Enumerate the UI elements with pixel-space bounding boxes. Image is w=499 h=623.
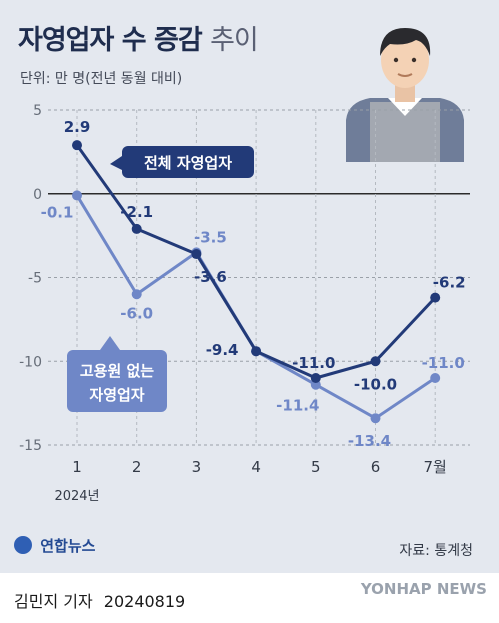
x-tick-label: 5 — [311, 458, 321, 476]
data-label: 2.9 — [64, 118, 91, 136]
reporter-name: 김민지 기자 — [14, 592, 93, 611]
agency-watermark: YONHAP NEWS — [360, 580, 487, 598]
data-label: -11.0 — [422, 354, 465, 372]
data-label: -3.6 — [194, 268, 227, 286]
data-point — [131, 289, 142, 300]
data-point — [430, 373, 441, 383]
worker-hair — [380, 28, 431, 56]
y-tick-label: 5 — [33, 103, 42, 119]
legend-callout-no-employee-pointer — [100, 336, 120, 350]
x-tick-label: 6 — [371, 458, 381, 476]
worker-collar — [388, 98, 422, 116]
legend-label-total: 전체 자영업자 — [144, 154, 232, 172]
infographic-card: 자영업자 수 증감 추이 단위: 만 명(전년 동월 대비) 5 0 -5 -10 -1… — [0, 0, 499, 573]
x-tick-label: 3 — [192, 458, 202, 476]
y-tick-label: -5 — [28, 271, 42, 287]
x-tick-label: 7월 — [424, 458, 447, 476]
line-chart: 5 0 -5 -10 -15 1 2 3 4 5 6 7월 2024년 -0.1 -6.0 -3.5 -11.… — [19, 103, 470, 504]
data-label: -11.4 — [276, 397, 319, 415]
legend-label-no-employee: 고용원 없는 — [80, 362, 154, 380]
data-label: -3.5 — [194, 228, 227, 246]
chart-title: 자영업자 수 증감 추이 — [18, 18, 259, 57]
data-point — [191, 249, 202, 260]
data-label: -6.0 — [120, 304, 153, 322]
legend-callout-no-employee — [67, 350, 167, 412]
data-label: -6.2 — [433, 274, 466, 292]
x-tick-label: 1 — [72, 458, 82, 476]
y-tick-label: 0 — [33, 187, 42, 203]
legend-callout-total — [122, 146, 254, 178]
legend-label-no-employee: 자영업자 — [89, 386, 144, 404]
worker-neck — [395, 84, 415, 102]
y-tick-label: -15 — [19, 438, 42, 454]
data-label: -9.4 — [206, 341, 239, 359]
x-tick-label: 2 — [132, 458, 142, 476]
data-point — [72, 140, 82, 151]
source-label: 자료: 통계청 — [399, 543, 473, 559]
byline-date: 20240819 — [103, 592, 186, 611]
title-sub: 추이 — [210, 25, 259, 56]
data-label: -2.1 — [120, 203, 153, 221]
data-point — [430, 292, 441, 303]
legend-callout-total-pointer — [110, 156, 122, 170]
worker-apron — [370, 102, 440, 162]
data-point — [72, 190, 82, 201]
data-point — [131, 223, 142, 234]
x-tick-label: 4 — [251, 458, 261, 476]
data-label: -11.0 — [292, 354, 335, 372]
byline: 김민지 기자 20240819 — [14, 588, 185, 612]
data-point — [251, 346, 262, 357]
data-point — [310, 373, 321, 383]
data-label: -0.1 — [41, 203, 74, 221]
data-label: -10.0 — [354, 375, 397, 393]
data-point — [370, 356, 381, 367]
unit-label: 단위: 만 명(전년 동월 대비) — [20, 71, 183, 87]
title-main: 자영업자 수 증감 — [18, 25, 203, 56]
yonhap-logo: 연합뉴스 — [14, 535, 95, 556]
x-year-label: 2024년 — [54, 489, 99, 504]
y-tick-label: -10 — [19, 354, 42, 370]
data-label: -13.4 — [348, 432, 391, 450]
yonhap-logo-text: 연합뉴스 — [40, 537, 96, 555]
data-point — [370, 413, 381, 424]
worker-face — [381, 32, 429, 88]
yonhap-logo-icon — [14, 536, 32, 554]
